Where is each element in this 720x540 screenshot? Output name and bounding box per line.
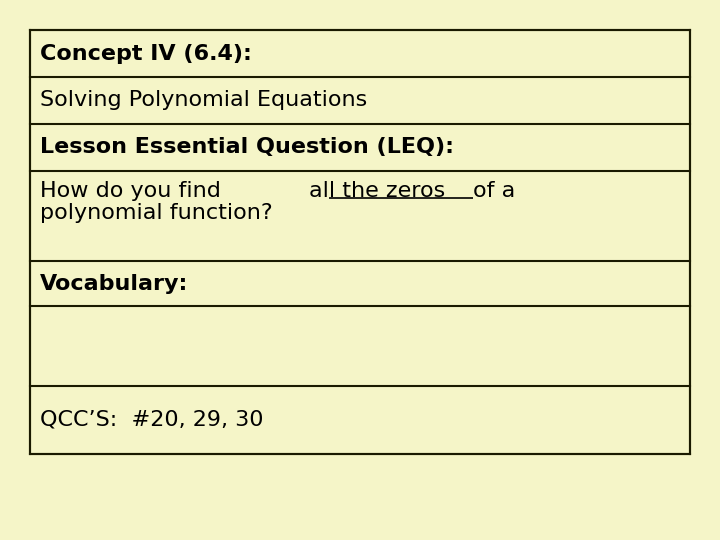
- Text: Concept IV (6.4):: Concept IV (6.4):: [40, 44, 252, 64]
- Text: all the zeros: all the zeros: [309, 181, 452, 201]
- Text: How do you find: How do you find: [40, 181, 228, 201]
- Text: of a: of a: [473, 181, 515, 201]
- Text: Lesson Essential Question (LEQ):: Lesson Essential Question (LEQ):: [40, 138, 454, 158]
- Text: QCC’S:  #20, 29, 30: QCC’S: #20, 29, 30: [40, 410, 264, 430]
- Bar: [30, 30, 690, 454]
- Text: Solving Polynomial Equations: Solving Polynomial Equations: [40, 91, 367, 111]
- Text: Vocabulary:: Vocabulary:: [40, 273, 189, 294]
- Text: polynomial function?: polynomial function?: [40, 204, 273, 224]
